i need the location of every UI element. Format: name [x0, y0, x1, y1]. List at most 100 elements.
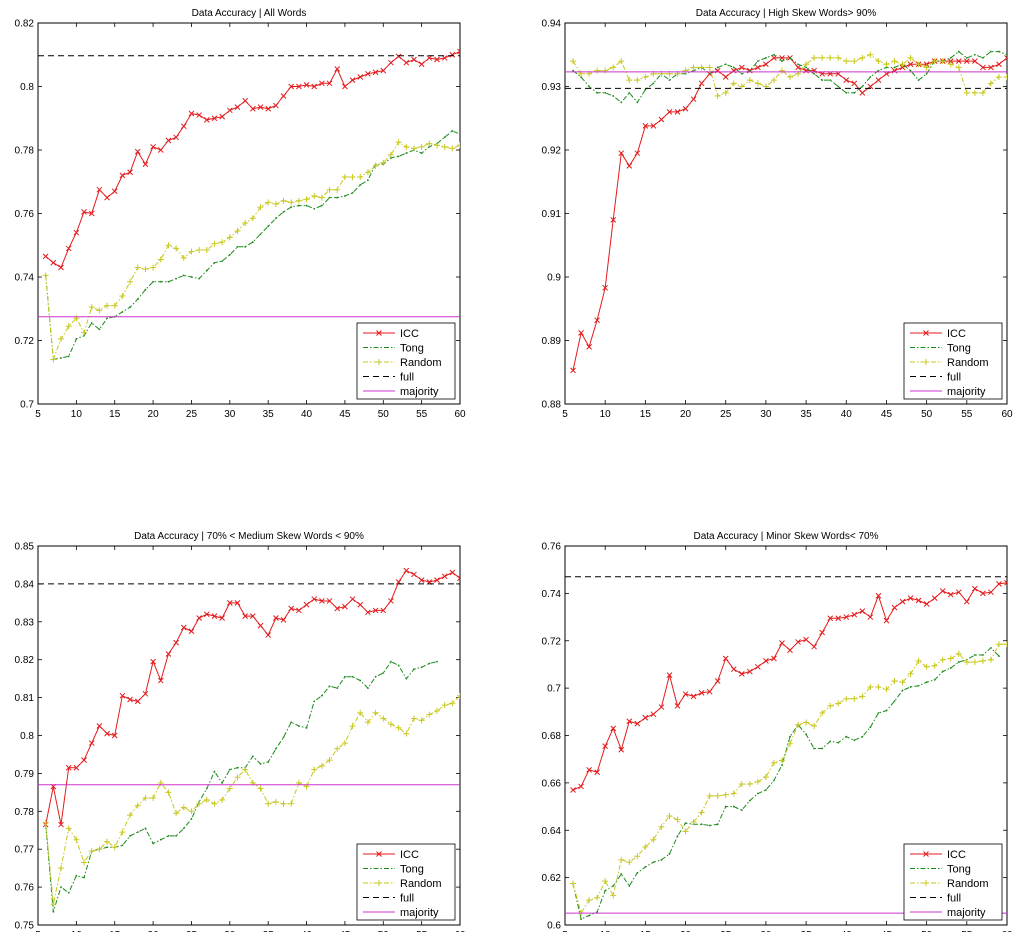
series-random-point [706, 792, 713, 799]
x-tick-label: 55 [416, 409, 428, 420]
series-icc-point [234, 599, 241, 606]
series-icc-point [357, 74, 364, 80]
plot-area [38, 567, 470, 913]
series-icc-point [142, 690, 149, 697]
series-random-point [947, 61, 954, 68]
series-random-point [395, 139, 402, 146]
series-tong-point [588, 914, 591, 917]
x-tick-label: 40 [301, 409, 313, 420]
series-icc-point [634, 150, 641, 157]
series-tong-point [482, 124, 484, 126]
series-tong-point [328, 196, 331, 199]
legend-label-full: full [947, 372, 961, 384]
x-tick-label: 35 [801, 409, 813, 420]
series-icc-point [626, 718, 633, 725]
y-tick-label: 0.79 [15, 769, 35, 780]
series-tong-point [748, 799, 751, 802]
series-tong-point [708, 72, 711, 75]
series-tong-point [821, 79, 824, 82]
series-random-point [674, 816, 681, 823]
series-random-point [722, 89, 729, 96]
series-tong-point [773, 779, 775, 782]
series-random-point [81, 329, 88, 336]
series-random-point [457, 692, 460, 699]
series-random-point [931, 662, 938, 669]
series-random-point [835, 700, 842, 707]
series-tong-point [732, 805, 735, 808]
series-random-point [58, 335, 65, 342]
series-random-point [449, 145, 456, 152]
x-tick-label: 25 [720, 930, 732, 932]
x-tick-label: 30 [224, 930, 236, 932]
series-tong-point [228, 253, 231, 256]
series-tong-point [436, 660, 438, 663]
series-icc-point [988, 589, 994, 596]
series-tong-point [909, 686, 912, 688]
series-icc-point [763, 658, 769, 664]
series-tong-point [917, 684, 920, 687]
series-tong-point [933, 678, 936, 681]
series-tong-point [75, 874, 78, 877]
series-tong-point [861, 85, 864, 88]
series-random-point [899, 61, 906, 68]
y-tick-label: 0.74 [15, 273, 35, 284]
series-random-point [142, 795, 149, 802]
series-tong-point [420, 666, 423, 669]
series-icc-point [787, 647, 793, 654]
series-tong-point [297, 204, 300, 207]
series-icc-point [58, 821, 64, 828]
series-random-point [42, 272, 49, 279]
x-tick-label: 40 [301, 930, 313, 932]
series-random-point [127, 278, 134, 285]
series-tong-point [98, 328, 101, 331]
series-tong-point [213, 770, 216, 773]
series-random-point [594, 894, 601, 901]
series-tong-point [861, 735, 864, 738]
chart-panel-3: Data Accuracy | 70% < Medium Skew Words … [15, 531, 470, 932]
y-tick-label: 0.66 [542, 778, 562, 789]
series-tong-point [60, 886, 62, 888]
series-icc-point [203, 116, 210, 123]
series-tong-point [925, 72, 928, 75]
series-icc-point [465, 576, 470, 581]
series-random-point [288, 800, 295, 807]
series-random-point [859, 54, 866, 61]
series-random-point [457, 142, 460, 149]
series-tong-point [877, 712, 880, 714]
legend-label-icc: ICC [947, 328, 966, 340]
series-icc-point [180, 123, 187, 130]
series-random-point [827, 54, 834, 61]
series-tong-point [60, 357, 62, 359]
series-tong-point [159, 838, 162, 841]
series-random-point [899, 679, 906, 686]
series-tong-point [893, 700, 896, 703]
series-icc-point [165, 651, 172, 657]
series-random-point [843, 58, 850, 65]
series-tong-point [604, 91, 607, 94]
series-icc-point [738, 64, 745, 71]
series-random-point [219, 796, 226, 803]
series-icc-point [403, 59, 410, 66]
series-random-point [730, 80, 737, 87]
legend-label-majority: majority [400, 386, 439, 398]
series-tong-point [789, 735, 791, 738]
series-icc-point [165, 137, 172, 144]
series-icc-point [257, 104, 264, 110]
series-tong-point [644, 88, 647, 91]
series-icc-point [81, 757, 87, 763]
series-random-point [851, 58, 858, 65]
series-icc-point [326, 80, 333, 87]
series-random-point [754, 80, 761, 87]
series-random-point [173, 810, 180, 817]
series-icc-point [851, 80, 858, 87]
series-random-point [995, 641, 1002, 648]
x-tick-label: 50 [378, 409, 390, 420]
series-tong-point [853, 739, 856, 742]
series-random-point [188, 808, 195, 815]
series-tong-point [90, 322, 93, 324]
legend-label-full: full [400, 372, 414, 384]
series-tong-point [716, 823, 719, 826]
series-icc-point [50, 259, 57, 266]
legend-label-full: full [947, 893, 961, 905]
series-tong-point [829, 740, 832, 743]
